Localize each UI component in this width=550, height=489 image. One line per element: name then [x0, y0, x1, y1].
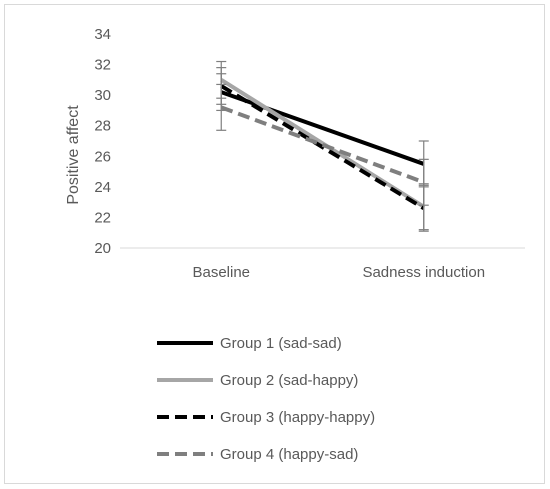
x-axis-ticks: Baseline Sadness induction — [192, 264, 485, 281]
error-bar — [418, 158, 429, 206]
y-tick-label: 28 — [94, 118, 111, 135]
y-tick-label: 30 — [94, 87, 111, 104]
legend-label: Group 3 (happy-happy) — [220, 409, 375, 426]
x-tick-label: Baseline — [192, 264, 250, 281]
legend-item: Group 4 (happy-sad) — [157, 446, 358, 463]
y-tick-label: 24 — [94, 179, 111, 196]
x-tick-label: Sadness induction — [362, 264, 485, 281]
y-tick-label: 34 — [94, 26, 111, 43]
series-lines — [220, 78, 425, 210]
series-line-3 — [220, 84, 425, 210]
legend: Group 1 (sad-sad) Group 2 (sad-happy) Grou… — [157, 335, 375, 463]
y-tick-label: 32 — [94, 57, 111, 74]
y-tick-label: 20 — [94, 240, 111, 257]
error-bar — [216, 83, 227, 131]
legend-label: Group 4 (happy-sad) — [220, 446, 358, 463]
legend-item: Group 2 (sad-happy) — [157, 372, 358, 389]
legend-label: Group 2 (sad-happy) — [220, 372, 358, 389]
error-bars — [216, 60, 429, 232]
chart-frame — [4, 4, 545, 484]
legend-item: Group 1 (sad-sad) — [157, 335, 342, 352]
y-axis-label: Positive affect — [65, 105, 82, 205]
series-line-1 — [220, 90, 425, 166]
y-axis-ticks: 20 22 24 26 28 30 32 34 — [94, 26, 111, 257]
y-tick-label: 22 — [94, 209, 111, 226]
legend-item: Group 3 (happy-happy) — [157, 409, 375, 426]
legend-label: Group 1 (sad-sad) — [220, 335, 342, 352]
y-tick-label: 26 — [94, 148, 111, 165]
series-line-2 — [220, 78, 425, 209]
